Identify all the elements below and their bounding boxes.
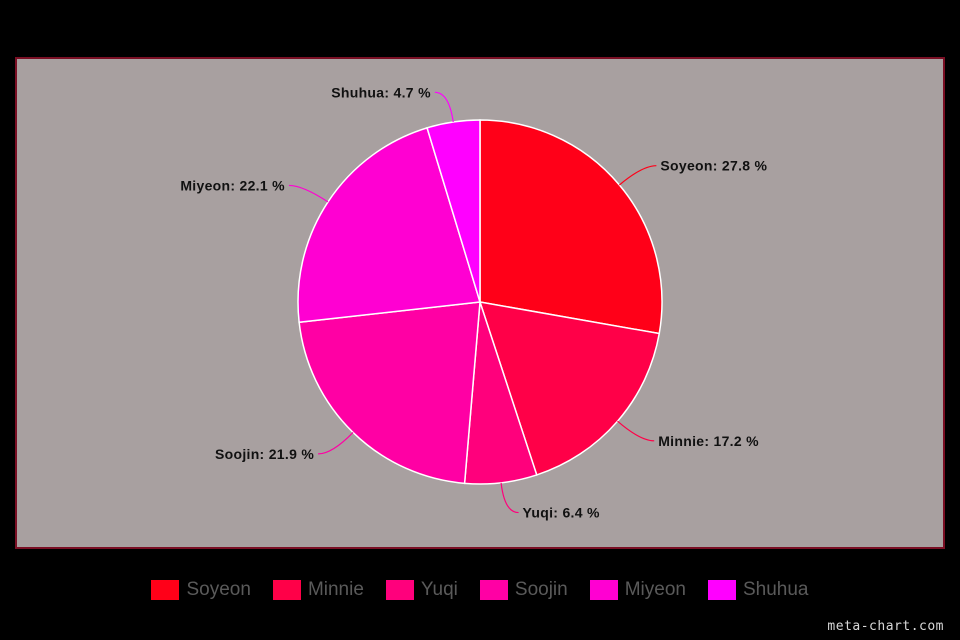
leader-line-yuqi [500,482,519,514]
legend-label-minnie: Minnie [307,579,364,600]
legend-label-shuhua: Shuhua [742,579,809,600]
slice-labels: Soyeon: 27.8 % Minnie: 17.2 % Yuqi: 6.4 % S… [180,84,767,520]
pie-slice-soojin[interactable] [298,301,481,485]
slice-label-miyeon: Miyeon: 22.1 % [180,177,285,193]
pie-slice-miyeon[interactable] [297,126,481,324]
slice-label-yuqi: Yuqi: 6.4 % [523,505,600,521]
slice-label-minnie: Minnie: 17.2 % [658,433,759,449]
legend-swatch-minnie [272,580,301,600]
legend-item-minnie[interactable]: Minnie [272,579,364,601]
slice-label-shuhua: Shuhua: 4.7 % [331,84,431,100]
legend-swatch-yuqi [385,580,414,600]
legend-item-shuhua[interactable]: Shuhua [707,579,809,601]
leader-line-miyeon [288,184,329,203]
legend-item-soojin[interactable]: Soojin [479,579,568,601]
legend-item-yuqi[interactable]: Yuqi [385,579,458,601]
leader-line-soojin [318,431,354,455]
legend-swatch-miyeon [589,580,618,600]
leader-line-minnie [617,420,655,442]
pie-slice-shuhua[interactable] [426,119,481,303]
watermark: meta-chart.com [827,619,944,634]
legend-label-yuqi: Yuqi [420,579,458,600]
legend-label-soojin: Soojin [514,579,568,600]
leader-line-soyeon [619,165,657,186]
legend-item-miyeon[interactable]: Miyeon [589,579,686,601]
legend-swatch-shuhua [707,580,736,600]
legend: Soyeon Minnie Yuqi Soojin Miyeon Shuhua [0,574,960,606]
pie-slice-soyeon[interactable] [479,119,663,335]
legend-label-soyeon: Soyeon [186,579,251,600]
slice-label-soojin: Soojin: 21.9 % [215,446,314,462]
legend-label-miyeon: Miyeon [624,579,686,600]
leader-lines [288,91,657,514]
legend-swatch-soyeon [151,580,180,600]
legend-item-soyeon[interactable]: Soyeon [151,579,251,601]
legend-swatch-soojin [479,580,508,600]
pie-slices [297,119,663,485]
leader-line-shuhua [434,91,454,123]
slice-label-soyeon: Soyeon: 27.8 % [660,158,767,174]
